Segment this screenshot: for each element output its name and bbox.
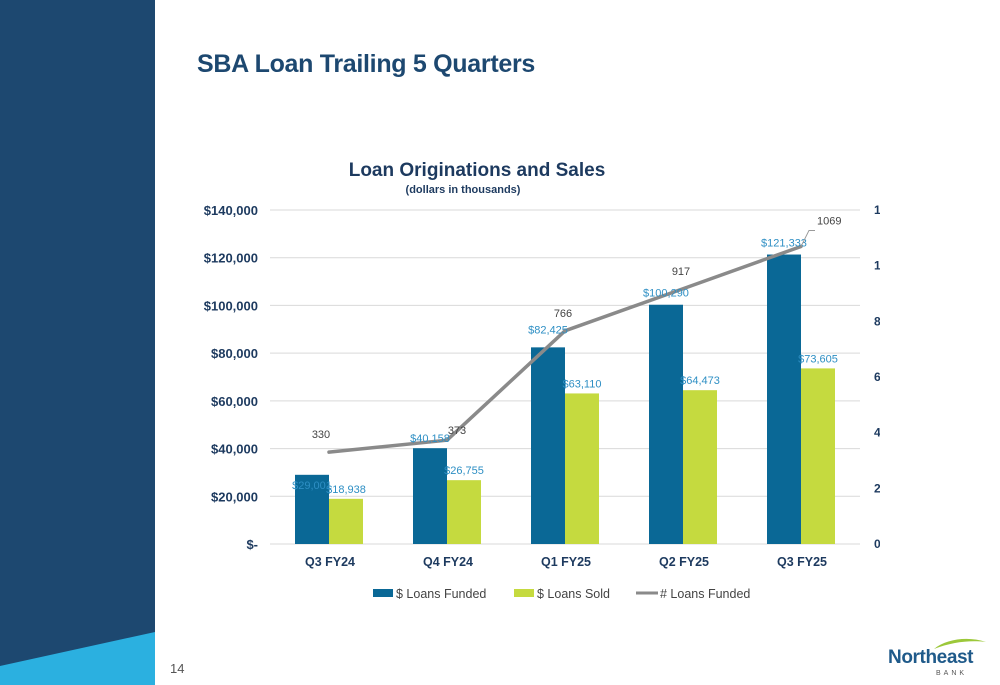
bars [295, 254, 835, 544]
left-axis-tick-label: $100,000 [204, 298, 258, 313]
legend-label-funded: $ Loans Funded [396, 587, 486, 601]
left-axis-tick-label: $40,000 [211, 442, 258, 457]
funded-value-label: $121,333 [761, 238, 807, 250]
logo-swoosh-green [934, 638, 986, 649]
sold-value-label: $73,605 [798, 353, 838, 365]
slide-title: SBA Loan Trailing 5 Quarters [197, 50, 535, 78]
right-axis-tick-label: 0 [874, 537, 880, 551]
page-number: 14 [170, 661, 185, 676]
legend-label-count: # Loans Funded [660, 587, 750, 601]
logo-swoosh-icon [934, 638, 986, 649]
count-line [327, 244, 803, 454]
legend-swatch-funded [373, 589, 393, 597]
loans-count-series-line [327, 244, 803, 454]
bar-loans-funded [767, 254, 801, 544]
category-axis: Q3 FY24 Q4 FY24 Q1 FY25 Q2 FY25 Q3 FY25 [305, 555, 827, 569]
left-axis: $- $20,000 $40,000 $60,000 $80,000 $100,000 $1… [204, 203, 258, 552]
legend-swatch-sold [514, 589, 534, 597]
left-axis-tick-label: $20,000 [211, 489, 258, 504]
data-labels: $18,938 $26,755 $63,110 $64,473 $73,605 $29,0… [292, 215, 841, 495]
bar-loans-sold [447, 480, 481, 544]
category-label: Q3 FY24 [305, 555, 355, 569]
right-axis: 0 200 400 600 800 1000 1200 [874, 203, 880, 551]
bar-loans-sold [565, 393, 599, 544]
left-axis-tick-label: $- [246, 537, 258, 552]
bar-loans-sold [801, 368, 835, 544]
legend: $ Loans Funded $ Loans Sold # Loans Funded [373, 587, 750, 601]
right-axis-tick-label: 1000 [874, 259, 880, 273]
right-axis-tick-label: 400 [874, 426, 880, 440]
legend-label-sold: $ Loans Sold [537, 587, 610, 601]
category-label: Q2 FY25 [659, 555, 709, 569]
funded-value-label: $100,290 [643, 288, 689, 300]
chart-subtitle: (dollars in thousands) [406, 184, 521, 196]
category-label: Q4 FY24 [423, 555, 473, 569]
count-value-label: 330 [312, 429, 330, 441]
grid-lines [270, 209, 860, 545]
sidebar-decoration [0, 0, 155, 685]
right-axis-tick-label: 1200 [874, 203, 880, 217]
count-value-label: 766 [554, 308, 572, 320]
chart-title: Loan Originations and Sales [349, 160, 606, 181]
left-axis-tick-label: $60,000 [211, 394, 258, 409]
category-label: Q1 FY25 [541, 555, 591, 569]
sold-value-label: $18,938 [326, 484, 366, 496]
funded-value-label: $29,001 [292, 480, 332, 492]
count-value-label: 917 [672, 266, 690, 278]
count-value-label: 373 [448, 425, 466, 437]
bar-loans-funded [295, 474, 329, 544]
right-axis-tick-label: 800 [874, 314, 880, 328]
sold-value-label: $64,473 [680, 375, 720, 387]
right-axis-tick-label: 200 [874, 481, 880, 495]
logo-wordmark: Northeast [888, 647, 974, 668]
sidebar-accent [0, 632, 155, 685]
bar-loans-funded [649, 304, 683, 544]
sold-value-label: $63,110 [563, 378, 602, 390]
category-label: Q3 FY25 [777, 555, 827, 569]
count-value-label: 1069 [817, 215, 841, 227]
funded-value-label: $40,158 [410, 433, 450, 445]
northeast-bank-logo: Northeast BANK [884, 636, 989, 684]
bar-loans-funded [413, 448, 447, 544]
right-axis-tick-label: 600 [874, 370, 880, 384]
funded-value-label: $82,425 [528, 324, 568, 336]
bar-loans-sold [329, 498, 363, 544]
left-axis-tick-label: $80,000 [211, 346, 258, 361]
loan-originations-chart: Loan Originations and Sales (dollars in … [204, 160, 880, 601]
bar-loans-funded [531, 347, 565, 544]
sold-value-label: $26,755 [444, 465, 484, 477]
logo-subtext: BANK [936, 670, 968, 677]
sidebar-panel [0, 0, 155, 685]
count-leader-line [800, 229, 815, 247]
bar-loans-sold [683, 390, 717, 544]
left-axis-tick-label: $120,000 [204, 251, 258, 266]
left-axis-tick-label: $140,000 [204, 203, 258, 218]
